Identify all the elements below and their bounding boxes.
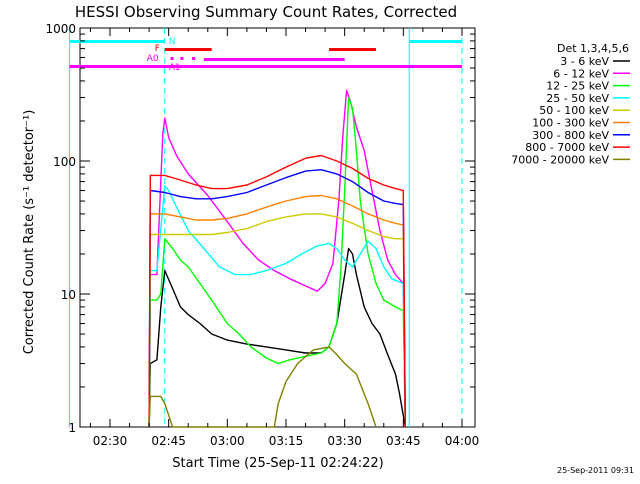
bar-label-F: F	[155, 44, 160, 54]
legend-label-8: 7000 - 20000 keV	[511, 153, 609, 166]
plot-area	[69, 27, 476, 428]
x-tick-label-6: 04:00	[445, 434, 480, 448]
legend-title: Det 1,3,4,5,6	[557, 42, 629, 55]
bar-F-2	[329, 48, 376, 51]
y-tick-label-2: 100	[53, 155, 76, 169]
legend-label-1: 6 - 12 keV	[553, 67, 609, 80]
bar-label-A1: A1	[169, 63, 181, 73]
legend-label-6: 300 - 800 keV	[532, 129, 609, 142]
x-tick-label-5: 03:45	[386, 434, 421, 448]
x-tick-label-3: 03:15	[269, 434, 304, 448]
legend-label-4: 50 - 100 keV	[539, 104, 609, 117]
axes: 02:30 02:45 03:00 03:15 03:30 03:45 04:00 1 10 10…	[45, 22, 479, 448]
plot-border	[79, 27, 476, 428]
legend-label-7: 800 - 7000 keV	[525, 141, 609, 154]
bar-A1-dot-2	[192, 57, 196, 60]
x-tick-label-0: 02:30	[93, 434, 128, 448]
series-line-0	[148, 247, 406, 428]
series-line-6	[148, 168, 406, 428]
y-tick-label-3: 1000	[45, 22, 76, 36]
chart-title: HESSI Observing Summary Count Rates, Cor…	[75, 3, 457, 21]
series-line-3	[148, 185, 406, 428]
legend-label-0: 3 - 6 keV	[560, 55, 609, 68]
bar-A1	[203, 58, 345, 61]
bar-A1-dot-0	[170, 57, 174, 60]
x-axis-label: Start Time (25-Sep-11 02:24:22)	[172, 456, 383, 471]
series-line-5	[148, 194, 406, 428]
legend-label-5: 100 - 300 keV	[532, 117, 609, 130]
y-axis-label: Corrected Count Rate (s⁻¹ detector⁻¹)	[22, 110, 37, 355]
legend-label-3: 25 - 50 keV	[546, 92, 609, 105]
series-layer	[148, 89, 406, 428]
bar-F-1	[164, 48, 212, 51]
bar-N-right	[409, 40, 462, 43]
series-line-1	[148, 89, 406, 428]
bar-A1-dot-1	[180, 57, 184, 60]
series-line-2	[148, 96, 406, 428]
bar-label-N: N	[169, 37, 176, 47]
x-tick-label-1: 02:45	[151, 434, 186, 448]
x-tick-label-4: 03:30	[327, 434, 362, 448]
bar-N-left	[69, 40, 165, 43]
y-tick-label-0: 1	[68, 421, 76, 435]
y-tick-label-1: 10	[61, 288, 76, 302]
series-line-8	[148, 346, 377, 428]
series-line-4	[148, 213, 406, 428]
x-tick-label-2: 03:00	[210, 434, 245, 448]
footer-timestamp: 25-Sep-2011 09:31	[557, 466, 634, 475]
bar-label-A0: A0	[147, 54, 159, 64]
legend-label-2: 12 - 25 keV	[546, 80, 609, 93]
bar-A0	[69, 65, 462, 68]
series-line-7	[148, 154, 406, 428]
